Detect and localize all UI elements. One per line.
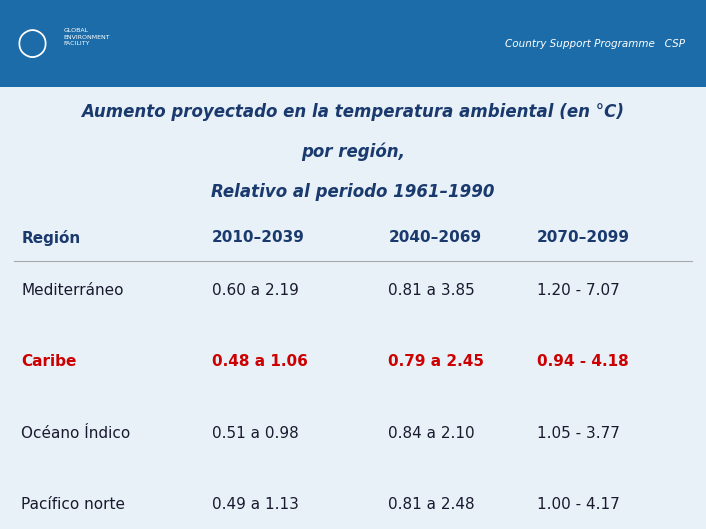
Text: 0.79 a 2.45: 0.79 a 2.45: [388, 354, 484, 369]
Text: 1.20 - 7.07: 1.20 - 7.07: [537, 283, 619, 298]
Text: 2010–2039: 2010–2039: [212, 230, 305, 245]
Text: Región: Región: [21, 230, 80, 246]
Text: Country Support Programme   CSP: Country Support Programme CSP: [505, 39, 685, 49]
Text: ◯: ◯: [16, 29, 47, 58]
Text: 0.84 a 2.10: 0.84 a 2.10: [388, 426, 475, 441]
Text: 2070–2099: 2070–2099: [537, 230, 630, 245]
Text: GLOBAL
ENVIRONMENT
FACILITY: GLOBAL ENVIRONMENT FACILITY: [64, 28, 110, 46]
Text: 0.48 a 1.06: 0.48 a 1.06: [212, 354, 308, 369]
Text: Caribe: Caribe: [21, 354, 76, 369]
Text: 0.81 a 3.85: 0.81 a 3.85: [388, 283, 475, 298]
Text: 0.51 a 0.98: 0.51 a 0.98: [212, 426, 299, 441]
Text: 1.05 - 3.77: 1.05 - 3.77: [537, 426, 619, 441]
Text: 0.94 - 4.18: 0.94 - 4.18: [537, 354, 628, 369]
FancyBboxPatch shape: [0, 0, 706, 87]
Text: Aumento proyectado en la temperatura ambiental (en °C): Aumento proyectado en la temperatura amb…: [81, 103, 625, 121]
Text: por región,: por región,: [301, 143, 405, 161]
Text: 0.81 a 2.48: 0.81 a 2.48: [388, 497, 475, 512]
Text: Mediterráneo: Mediterráneo: [21, 283, 124, 298]
Text: Océano Índico: Océano Índico: [21, 426, 131, 441]
Text: Pacífico norte: Pacífico norte: [21, 497, 125, 512]
Text: 0.49 a 1.13: 0.49 a 1.13: [212, 497, 299, 512]
Text: 2040–2069: 2040–2069: [388, 230, 481, 245]
Text: 1.00 - 4.17: 1.00 - 4.17: [537, 497, 619, 512]
Text: Relativo al periodo 1961–1990: Relativo al periodo 1961–1990: [211, 183, 495, 200]
Text: 0.60 a 2.19: 0.60 a 2.19: [212, 283, 299, 298]
